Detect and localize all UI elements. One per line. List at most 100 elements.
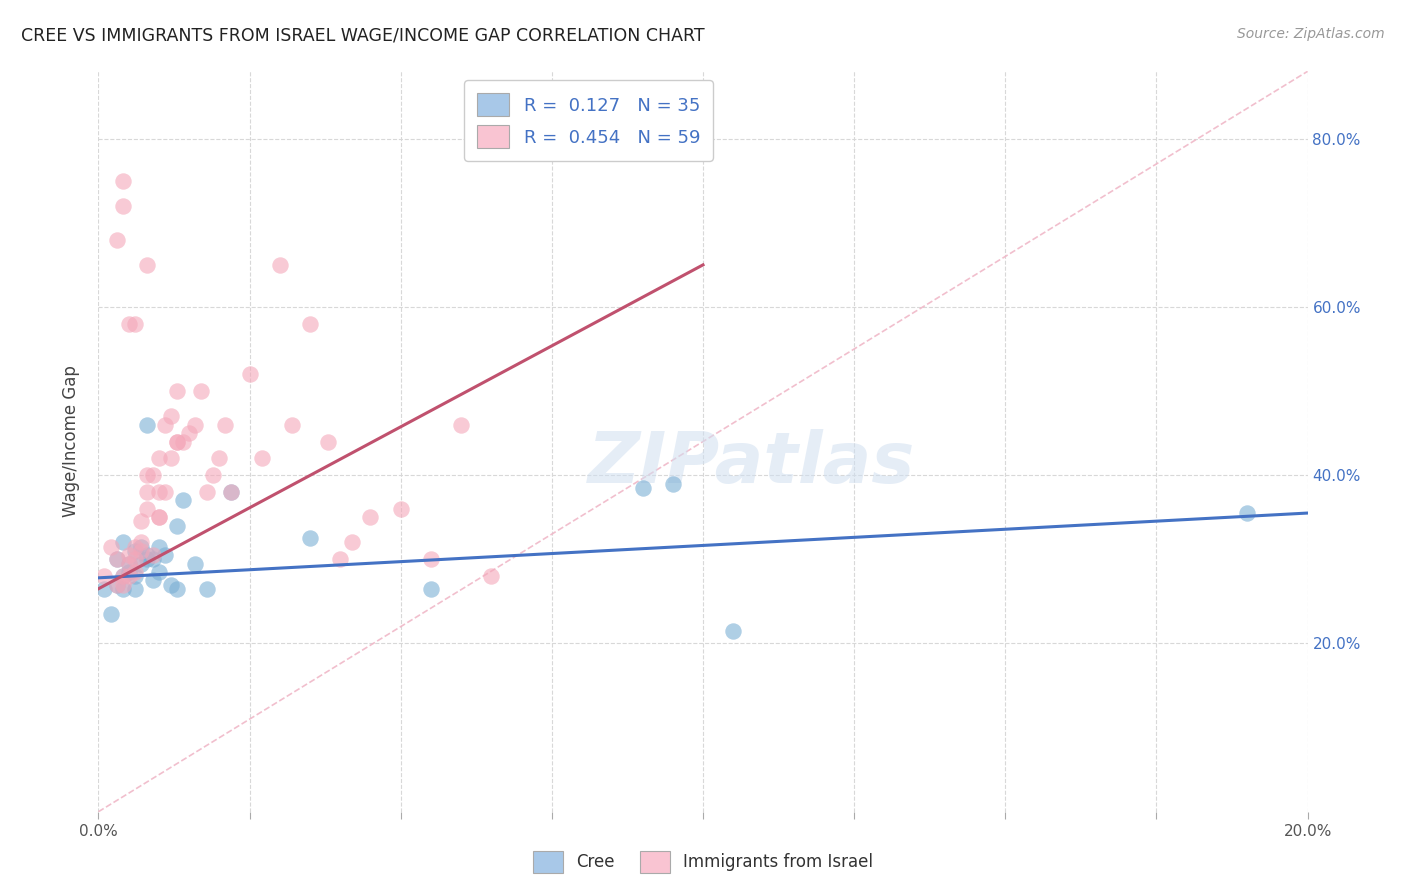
Point <box>124 540 146 554</box>
Point <box>129 557 152 571</box>
Point <box>179 426 201 441</box>
Point <box>100 607 122 621</box>
Point <box>202 468 225 483</box>
Point <box>105 552 128 566</box>
Point <box>118 565 141 579</box>
Point <box>135 258 157 272</box>
Point <box>160 577 183 591</box>
Text: CREE VS IMMIGRANTS FROM ISRAEL WAGE/INCOME GAP CORRELATION CHART: CREE VS IMMIGRANTS FROM ISRAEL WAGE/INCO… <box>21 27 704 45</box>
Point <box>93 569 115 583</box>
Point <box>250 451 273 466</box>
Point <box>111 569 134 583</box>
Point <box>184 417 207 432</box>
Point <box>184 557 207 571</box>
Point <box>124 582 146 596</box>
Point <box>148 451 170 466</box>
Point <box>135 548 157 562</box>
Point <box>124 317 146 331</box>
Point <box>281 417 304 432</box>
Point <box>118 557 141 571</box>
Point <box>342 535 364 549</box>
Point <box>661 476 683 491</box>
Point <box>142 548 165 562</box>
Point <box>299 317 322 331</box>
Point <box>172 493 194 508</box>
Point <box>111 582 134 596</box>
Point <box>142 574 165 588</box>
Point <box>195 582 218 596</box>
Y-axis label: Wage/Income Gap: Wage/Income Gap <box>62 366 80 517</box>
Point <box>316 434 339 449</box>
Point <box>129 544 152 558</box>
Point <box>1236 506 1258 520</box>
Point <box>166 582 188 596</box>
Point <box>135 552 157 566</box>
Point <box>420 582 443 596</box>
Point <box>221 485 243 500</box>
Text: ZIPatlas: ZIPatlas <box>588 429 915 499</box>
Point <box>723 624 745 638</box>
Point <box>450 417 472 432</box>
Point <box>111 569 134 583</box>
Point <box>124 569 146 583</box>
Point <box>148 540 170 554</box>
Point <box>135 501 157 516</box>
Point <box>166 384 188 398</box>
Point <box>153 548 176 562</box>
Point <box>124 544 146 558</box>
Point <box>166 434 188 449</box>
Point <box>142 552 165 566</box>
Point <box>153 485 176 500</box>
Point <box>105 577 128 591</box>
Point <box>195 485 218 500</box>
Text: Source: ZipAtlas.com: Source: ZipAtlas.com <box>1237 27 1385 41</box>
Point <box>239 368 262 382</box>
Point <box>100 540 122 554</box>
Point <box>129 515 152 529</box>
Point <box>129 540 152 554</box>
Point <box>135 417 157 432</box>
Legend: R =  0.127   N = 35, R =  0.454   N = 59: R = 0.127 N = 35, R = 0.454 N = 59 <box>464 80 713 161</box>
Point <box>118 557 141 571</box>
Point <box>129 535 152 549</box>
Point <box>172 434 194 449</box>
Point <box>166 518 188 533</box>
Point <box>105 233 128 247</box>
Point <box>269 258 291 272</box>
Point <box>481 569 503 583</box>
Point <box>190 384 212 398</box>
Point <box>221 485 243 500</box>
Point <box>329 552 352 566</box>
Point <box>111 199 134 213</box>
Point <box>111 535 134 549</box>
Point <box>160 451 183 466</box>
Point <box>420 552 443 566</box>
Point <box>105 577 128 591</box>
Point <box>389 501 412 516</box>
Point <box>118 569 141 583</box>
Legend: Cree, Immigrants from Israel: Cree, Immigrants from Israel <box>526 845 880 880</box>
Point <box>148 565 170 579</box>
Point <box>105 552 128 566</box>
Point <box>153 417 176 432</box>
Point <box>208 451 231 466</box>
Point <box>214 417 236 432</box>
Point <box>124 565 146 579</box>
Point <box>148 510 170 524</box>
Point <box>160 409 183 424</box>
Point <box>118 317 141 331</box>
Point <box>631 481 654 495</box>
Point <box>148 485 170 500</box>
Point <box>124 552 146 566</box>
Point <box>135 485 157 500</box>
Point <box>142 468 165 483</box>
Point <box>118 548 141 562</box>
Point <box>111 577 134 591</box>
Point <box>299 531 322 545</box>
Point <box>93 582 115 596</box>
Point <box>111 174 134 188</box>
Point <box>148 510 170 524</box>
Point <box>166 434 188 449</box>
Point <box>360 510 382 524</box>
Point <box>135 468 157 483</box>
